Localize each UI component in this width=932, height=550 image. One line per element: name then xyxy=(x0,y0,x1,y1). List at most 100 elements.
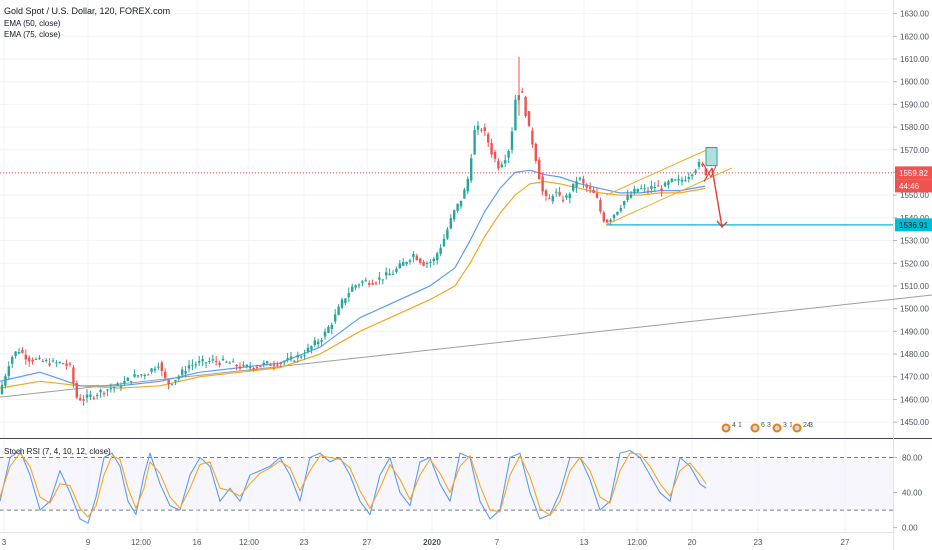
candle-body xyxy=(72,367,75,383)
stoch-rsi-legend[interactable]: Stoch RSI (7, 4, 10, 12, close) xyxy=(4,447,111,456)
target-box xyxy=(705,147,718,167)
candle-body xyxy=(17,351,21,354)
target-price-tag-bg xyxy=(895,218,932,232)
candle-body xyxy=(92,397,95,399)
candle-body xyxy=(306,347,310,352)
candle-body xyxy=(572,183,575,191)
rsi-axis[interactable]: 0.00 40.00 80.00 xyxy=(893,454,923,533)
chart-title[interactable]: Gold Spot / U.S. Dollar, 120, FOREX.com xyxy=(4,6,171,16)
ema75-legend[interactable]: EMA (75, close) xyxy=(4,30,61,39)
rising-channel[interactable] xyxy=(605,147,733,226)
price-tick-label: 1570.00 xyxy=(900,146,929,155)
price-axis[interactable]: 1450.00 1460.00 1470.00 1480.00 1490.00 1500.… xyxy=(893,10,929,427)
time-tick-label: 9 xyxy=(86,538,91,547)
candle-body xyxy=(463,189,466,199)
event-sub: 3 xyxy=(767,422,771,429)
time-axis[interactable]: 3 9 12:00 16 12:00 23 27 2020 7 13 12:00 20 23 27 xyxy=(2,538,850,547)
candle-body xyxy=(62,363,65,365)
candle-body xyxy=(228,362,231,364)
candle-body xyxy=(575,181,578,188)
rsi-d-line xyxy=(0,452,707,518)
candle-body xyxy=(164,371,167,378)
candle-body xyxy=(653,186,656,189)
candle-body xyxy=(238,366,242,369)
price-tick-label: 1460.00 xyxy=(900,395,929,404)
candle-body xyxy=(405,261,408,265)
candle-body xyxy=(283,361,286,363)
candle-body xyxy=(697,161,701,167)
candle-body xyxy=(51,360,55,362)
ema75-line xyxy=(0,181,706,389)
price-tick-label: 1500.00 xyxy=(900,305,929,314)
candle-body xyxy=(419,258,422,263)
candle-body xyxy=(194,364,197,366)
candle-body xyxy=(589,187,592,189)
candle-body xyxy=(361,281,364,284)
candle-body xyxy=(102,393,106,395)
candle-body xyxy=(616,211,619,215)
time-tick-label: 12:00 xyxy=(131,538,152,547)
candle-body xyxy=(677,179,680,181)
candle-body xyxy=(337,306,340,315)
candle-body xyxy=(459,200,463,207)
candle-body xyxy=(351,286,354,292)
candle-body xyxy=(31,359,34,362)
rsi-tick-label: 80.00 xyxy=(902,454,923,463)
candle-body xyxy=(89,394,92,397)
candle-body xyxy=(480,129,483,131)
candle-body xyxy=(109,388,112,390)
time-tick-label: 23 xyxy=(754,538,763,547)
candle-body xyxy=(531,130,534,145)
ema50-legend[interactable]: EMA (50, close) xyxy=(4,19,61,28)
candle-body xyxy=(466,178,469,192)
price-tick-label: 1620.00 xyxy=(900,32,929,41)
candle-body xyxy=(425,263,429,265)
candle-body xyxy=(446,229,449,239)
candle-body xyxy=(65,363,68,366)
candle-body xyxy=(279,363,282,365)
event-flag-inner xyxy=(794,425,800,431)
arrow-head xyxy=(716,220,728,228)
candle-body xyxy=(473,130,476,155)
support-trendline[interactable] xyxy=(0,294,932,398)
current-price-tag: 1559.82 xyxy=(899,169,928,178)
price-tick-label: 1510.00 xyxy=(900,282,929,291)
candle-body xyxy=(330,324,333,329)
price-grid xyxy=(0,0,893,438)
candle-body xyxy=(623,201,626,206)
candle-body xyxy=(436,253,439,261)
candle-body xyxy=(215,361,218,363)
time-tick-label: 12:00 xyxy=(239,538,260,547)
candle-body xyxy=(303,355,306,357)
event-count: 3 xyxy=(783,422,787,429)
channel-upper xyxy=(605,147,713,196)
candle-body xyxy=(493,151,497,159)
candle-body xyxy=(388,273,391,276)
economic-events[interactable]: 4 1 6 3 3 1 243 xyxy=(720,422,813,434)
ema75-path xyxy=(0,181,706,389)
event-count: 4 xyxy=(732,422,736,429)
candle-body xyxy=(558,191,561,196)
price-tick-label: 1590.00 xyxy=(900,100,929,109)
candle-body xyxy=(609,219,612,222)
time-tick-label: 7 xyxy=(495,538,500,547)
candle-body xyxy=(422,261,425,266)
candle-body xyxy=(255,366,259,368)
time-tick-label: 3 xyxy=(2,538,7,547)
candle-body xyxy=(82,399,85,401)
candle-body xyxy=(415,255,418,261)
candle-body xyxy=(582,178,585,184)
candle-body xyxy=(606,219,609,223)
candle-body xyxy=(300,356,303,358)
projection-arrows[interactable] xyxy=(702,163,728,228)
countdown-tag-bg xyxy=(895,179,932,193)
candle-body xyxy=(490,143,493,155)
candle-body xyxy=(449,218,452,229)
candle-body xyxy=(429,261,432,263)
stoch-rsi-lines xyxy=(0,449,707,524)
candle-body xyxy=(113,387,116,389)
candle-body xyxy=(245,364,248,367)
candle-body xyxy=(680,179,684,182)
horizontal-lines[interactable] xyxy=(0,172,893,226)
